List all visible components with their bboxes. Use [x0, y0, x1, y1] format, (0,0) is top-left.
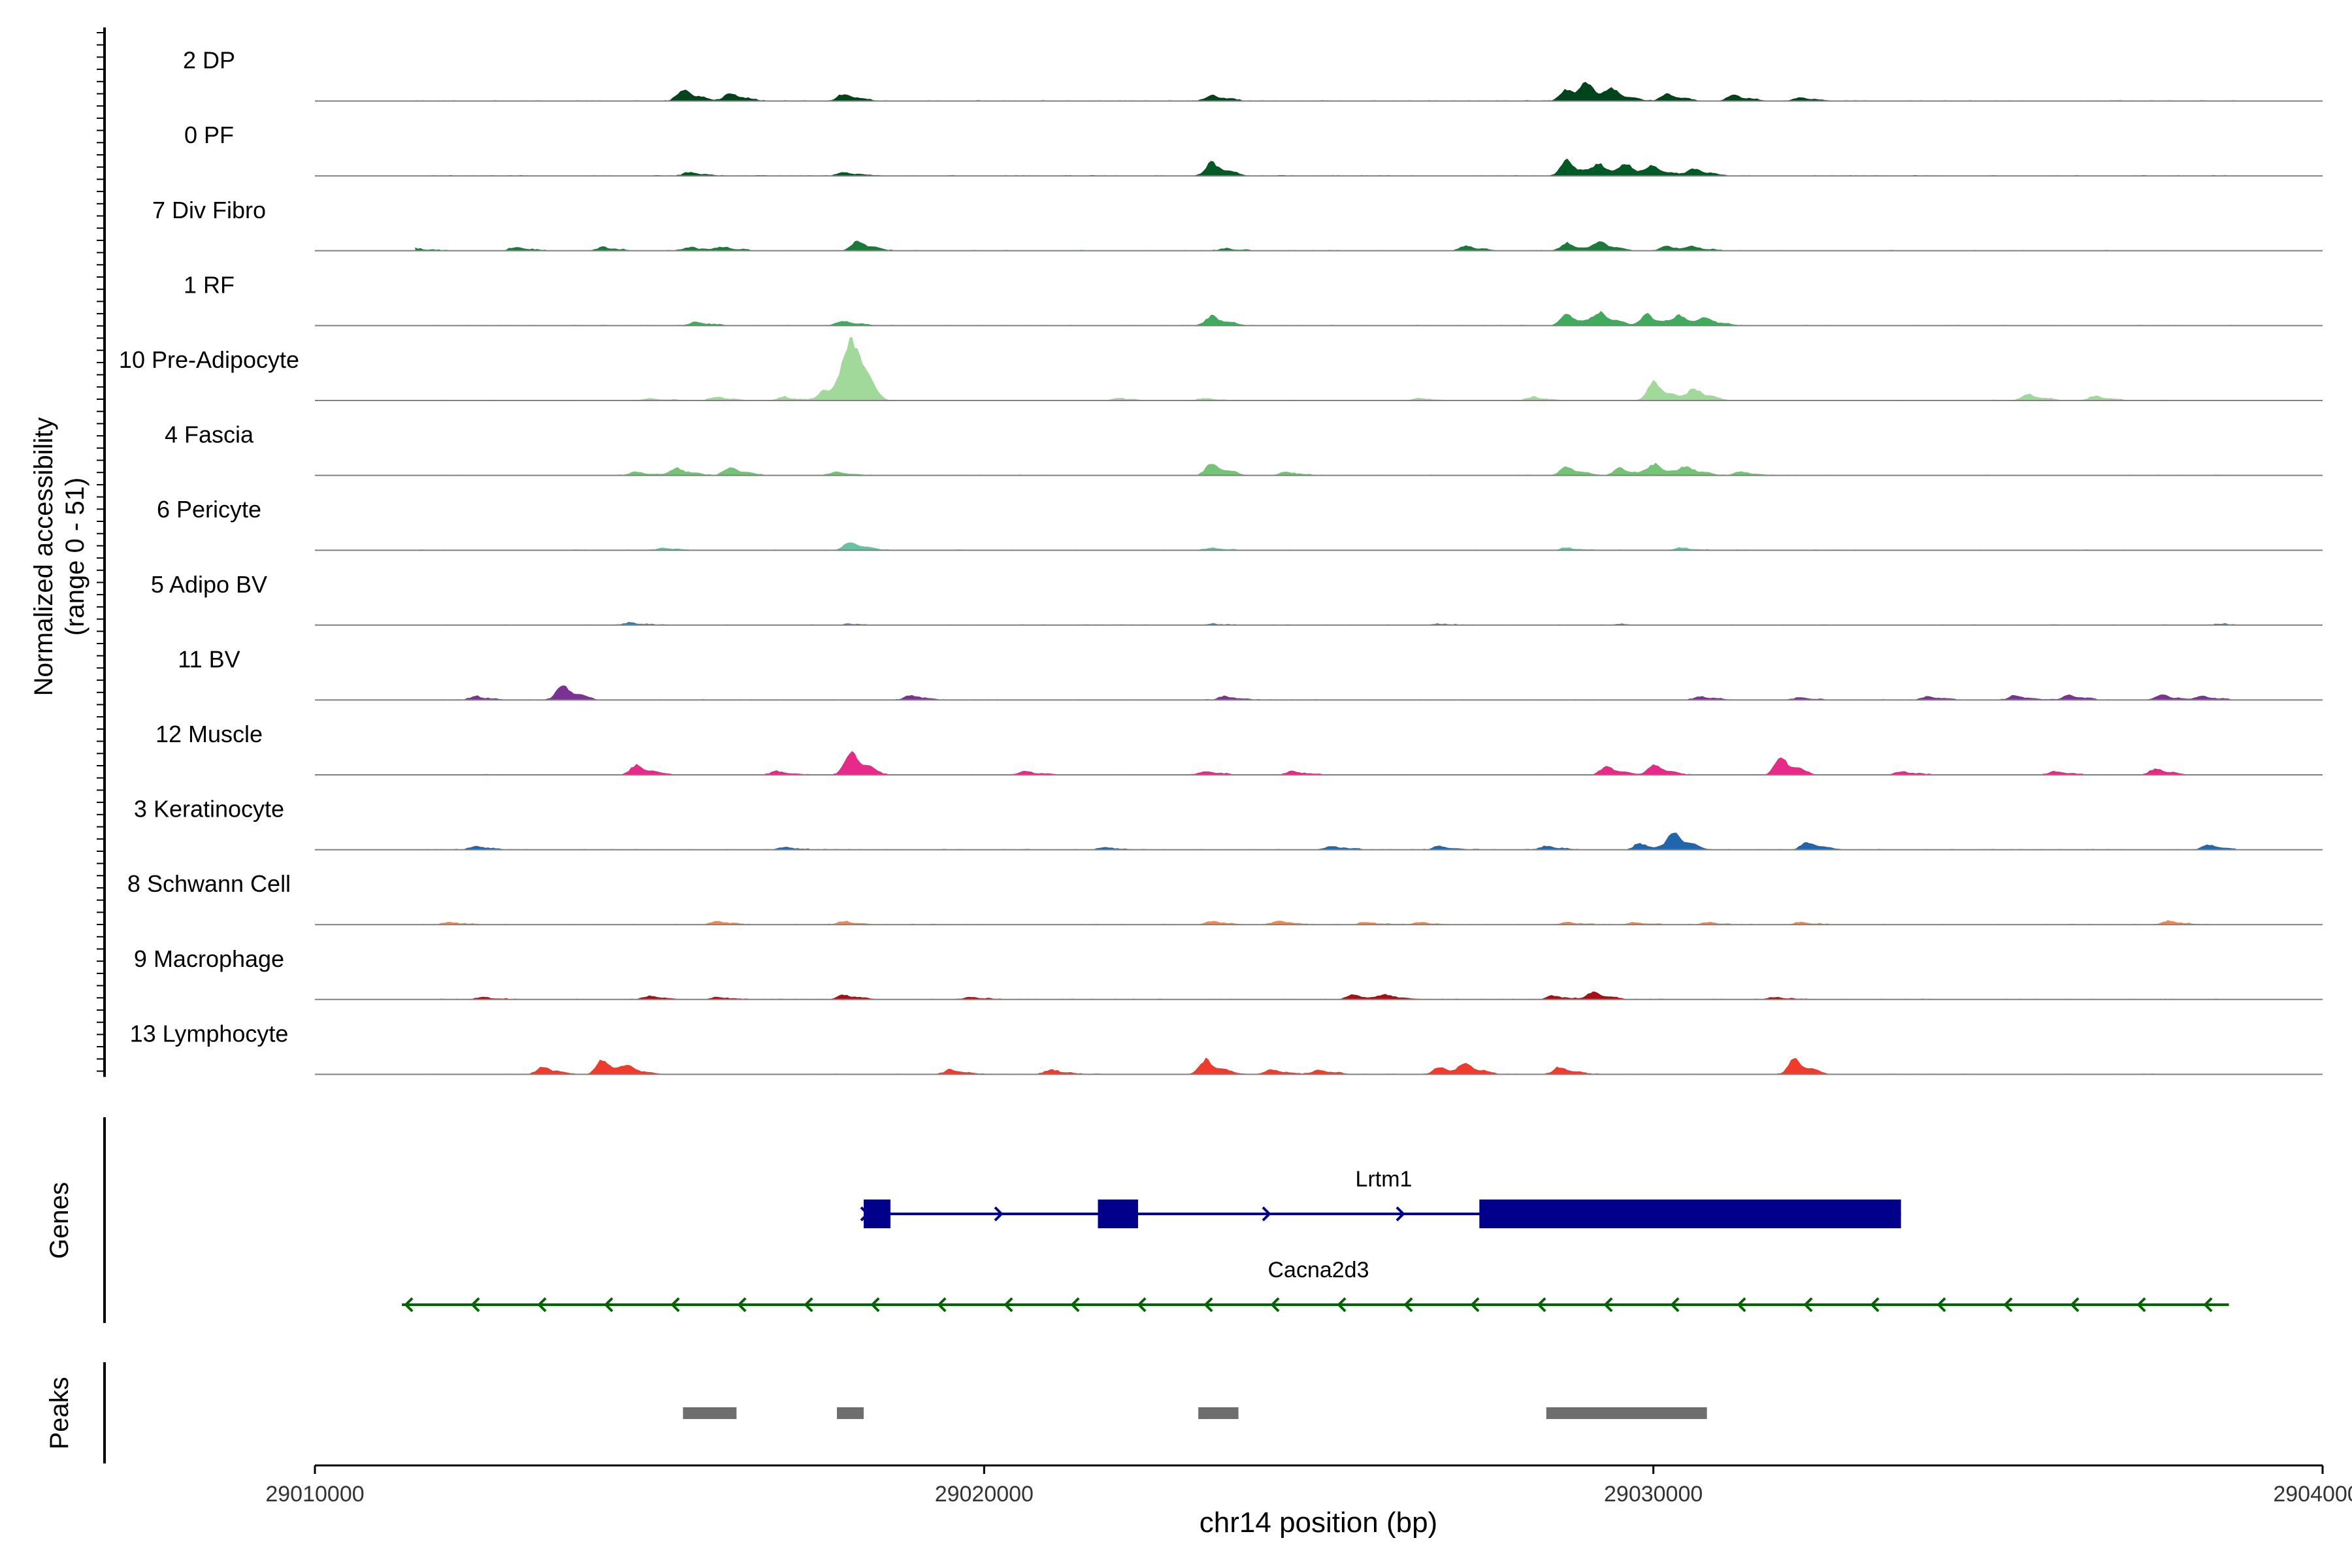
track-coverage-area [415, 542, 2236, 551]
peaks-panel: Peaks [45, 1362, 1707, 1463]
track-label: 13 Lymphocyte [130, 1020, 289, 1047]
track-coverage-area [415, 751, 2236, 775]
track-coverage-area [415, 463, 2236, 476]
strand-arrow [1396, 1206, 1405, 1222]
track: 13 Lymphocyte [130, 1020, 2323, 1075]
strand-arrow [737, 1297, 747, 1313]
track: 8 Schwann Cell [127, 870, 2323, 926]
strand-arrow [404, 1297, 414, 1313]
track: 0 PF [184, 122, 2323, 177]
track-label: 11 BV [178, 645, 240, 672]
track: 4 Fascia [165, 421, 2323, 476]
track-label: 1 RF [184, 271, 235, 298]
strand-arrow [1004, 1297, 1013, 1313]
strand-arrow [1936, 1297, 1946, 1313]
strand-arrow [1737, 1297, 1746, 1313]
strand-arrow [870, 1297, 880, 1313]
peak-region [1546, 1407, 1707, 1419]
x-axis: chr14 position (bp) 29010000 29020000 2903… [265, 1464, 2352, 1539]
strand-arrow [470, 1297, 480, 1313]
track-coverage-area [415, 1057, 2236, 1075]
strand-arrow [1070, 1297, 1080, 1313]
track-coverage-area [415, 685, 2236, 700]
track-coverage-area [415, 240, 2236, 251]
gene-model: Cacna2d3 [402, 1258, 2229, 1313]
track-coverage-area [415, 336, 2236, 400]
x-tick-label: 29030000 [1604, 1482, 1703, 1507]
strand-arrow [670, 1297, 680, 1313]
strand-arrow [537, 1297, 547, 1313]
strand-arrow [994, 1206, 1004, 1222]
gene-label: Lrtm1 [1356, 1167, 1413, 1192]
track: 5 Adipo BV [151, 571, 2323, 626]
strand-arrow [604, 1297, 613, 1313]
strand-arrow [1803, 1297, 1813, 1313]
track-label: 3 Keratinocyte [134, 796, 284, 823]
track-coverage-area [415, 991, 2236, 1000]
track-label: 5 Adipo BV [151, 571, 267, 598]
track: 7 Div Fibro [152, 197, 2323, 252]
strand-arrow [937, 1297, 947, 1313]
peak-region [1198, 1407, 1239, 1419]
track: 9 Macrophage [134, 945, 2323, 1000]
track: 2 DP [183, 47, 2323, 102]
strand-arrow [1203, 1297, 1213, 1313]
track: 3 Keratinocyte [134, 796, 2323, 851]
x-tick-label: 29020000 [935, 1482, 1034, 1507]
x-tick-label: 29010000 [265, 1482, 364, 1507]
coverage-tracks: 2 DP 0 PF 7 Div Fibro 1 RF 10 Pre-Adipocyte 4… [119, 47, 2323, 1075]
strand-arrow [1603, 1297, 1613, 1313]
track-label: 4 Fascia [165, 421, 254, 448]
track-label: 2 DP [183, 47, 235, 74]
track-label: 12 Muscle [155, 721, 263, 747]
genes-panel: Genes Lrtm1 Cacna2d3 [45, 1117, 2229, 1323]
track: 11 BV [178, 645, 2323, 701]
y-axis-label-line-1: Normalized accessibility [29, 417, 58, 696]
track-label: 6 Pericyte [157, 496, 261, 523]
peak-region [836, 1407, 864, 1419]
strand-arrow [2070, 1297, 2080, 1313]
gene-model: Lrtm1 [860, 1167, 1901, 1228]
y-axis [97, 27, 106, 1077]
track-label: 7 Div Fibro [152, 197, 266, 223]
track: 6 Pericyte [157, 496, 2323, 551]
strand-arrow [804, 1297, 813, 1313]
track: 1 RF [184, 271, 2323, 327]
track-label: 8 Schwann Cell [127, 870, 291, 897]
track-coverage-area [415, 920, 2236, 925]
track-coverage-area [415, 832, 2236, 850]
exon [1479, 1200, 1901, 1228]
track-label: 9 Macrophage [134, 945, 284, 972]
peaks-panel-label: Peaks [45, 1377, 74, 1449]
track: 10 Pre-Adipocyte [119, 336, 2323, 401]
strand-arrow [1670, 1297, 1680, 1313]
x-tick-label: 29040000 [2273, 1482, 2352, 1507]
strand-arrow [1137, 1297, 1147, 1313]
track-coverage-area [415, 82, 2236, 101]
strand-arrow [1403, 1297, 1413, 1313]
genes-panel-label: Genes [45, 1182, 74, 1259]
strand-arrow [1270, 1297, 1280, 1313]
peak-region [683, 1407, 737, 1419]
strand-arrow [1470, 1297, 1480, 1313]
gene-label: Cacna2d3 [1267, 1258, 1369, 1282]
track: 12 Muscle [155, 721, 2323, 776]
track-coverage-area [415, 310, 2236, 326]
track-label: 10 Pre-Adipocyte [119, 346, 299, 373]
strand-arrow [1537, 1297, 1546, 1313]
strand-arrow [2136, 1297, 2146, 1313]
track-label: 0 PF [184, 122, 234, 148]
strand-arrow [2003, 1297, 2013, 1313]
y-axis-label-line-2: (range 0 - 51) [61, 478, 90, 636]
track-coverage-area [415, 158, 2236, 176]
strand-arrow [1870, 1297, 1880, 1313]
strand-arrow [2203, 1297, 2213, 1313]
strand-arrow [1262, 1206, 1271, 1222]
x-axis-label: chr14 position (bp) [1200, 1507, 1437, 1539]
strand-arrow [1337, 1297, 1347, 1313]
exon [1098, 1200, 1138, 1228]
exon [863, 1200, 890, 1228]
